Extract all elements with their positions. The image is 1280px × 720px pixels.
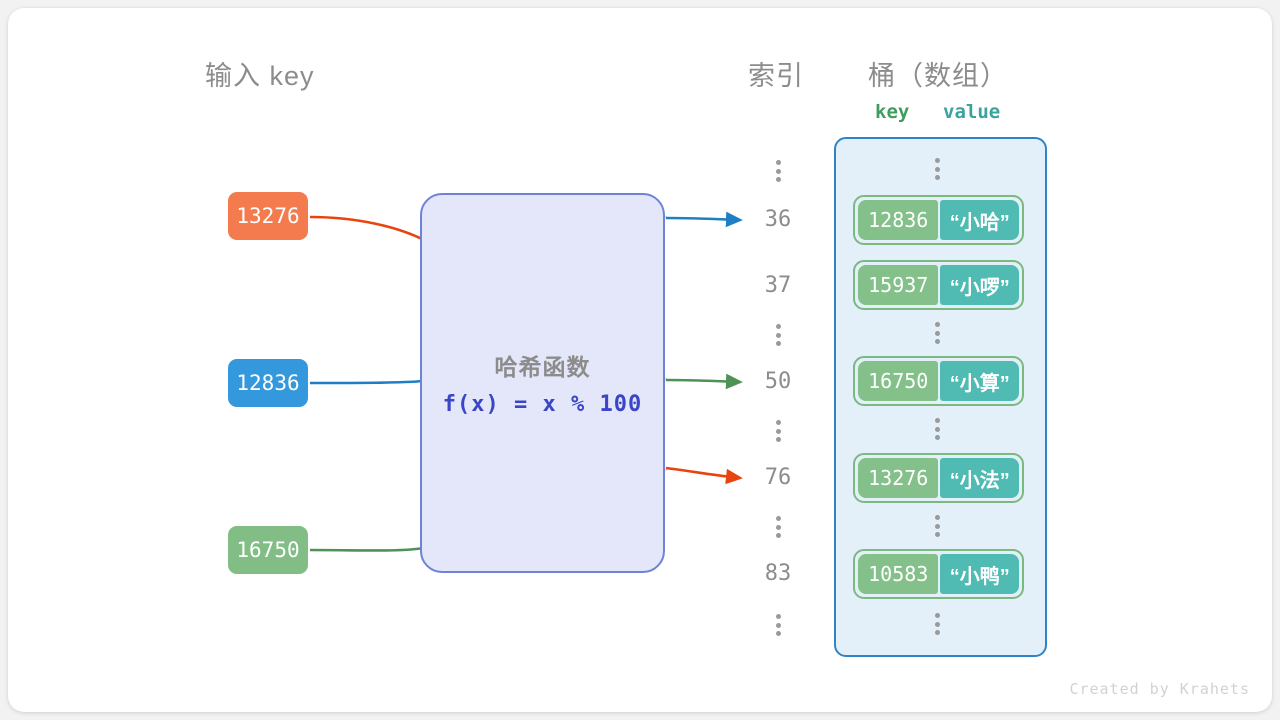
wire-16750-out: [665, 373, 743, 390]
wire-13276-out: [665, 466, 743, 485]
bucket-entry-15937[interactable]: 15937 “小啰”: [853, 260, 1024, 310]
watermark-credit: Created by Krahets: [1069, 680, 1250, 698]
bucket-entry-10583-value: “小鸭”: [940, 554, 1019, 594]
input-key-16750-label: 16750: [236, 538, 300, 562]
bucket-entry-13276-key: 13276: [858, 458, 939, 498]
bucket-entry-16750-key: 16750: [858, 361, 939, 401]
bucket-ellipsis-top: [927, 158, 947, 180]
index-83: 83: [764, 561, 792, 586]
index-ellipsis-4: [768, 516, 788, 538]
input-key-heading: 输入 key: [205, 61, 315, 91]
index-column: 36 37 50 76 83: [748, 140, 808, 660]
bucket-ellipsis-3: [927, 418, 947, 440]
bucket-entry-16750[interactable]: 16750 “小算”: [853, 356, 1024, 406]
input-key-13276[interactable]: 13276: [228, 192, 308, 240]
index-37: 37: [764, 273, 792, 298]
bucket-entry-12836-key: 12836: [858, 200, 939, 240]
index-50: 50: [764, 369, 792, 394]
value-column-label: value: [943, 101, 1001, 123]
bucket-entry-15937-value: “小啰”: [940, 265, 1019, 305]
bucket-ellipsis-bottom: [927, 613, 947, 635]
bucket-ellipsis-4: [927, 515, 947, 537]
bucket-entry-16750-value: “小算”: [940, 361, 1019, 401]
diagram-card: 输入 key 索引 桶（数组） key value 13276 12836 16…: [8, 8, 1272, 712]
bucket-entry-12836-value: “小哈”: [940, 200, 1019, 240]
input-key-12836[interactable]: 12836: [228, 359, 308, 407]
input-key-12836-label: 12836: [236, 371, 300, 395]
wire-12836-in: [309, 379, 425, 385]
wire-13276-in: [309, 215, 425, 242]
bucket-entry-13276[interactable]: 13276 “小法”: [853, 453, 1024, 503]
index-ellipsis-bottom: [768, 614, 788, 636]
wire-12836-out: [665, 211, 743, 228]
index-ellipsis-2: [768, 324, 788, 346]
index-76: 76: [764, 465, 792, 490]
hash-function-box: [420, 193, 665, 573]
hash-function-title: 哈希函数: [494, 354, 591, 380]
diagram-stage: 输入 key 索引 桶（数组） key value 13276 12836 16…: [8, 8, 1272, 712]
bucket-heading: 桶（数组）: [868, 61, 1008, 91]
index-36: 36: [764, 207, 792, 232]
hash-function-formula: f(x) = x % 100: [442, 392, 643, 417]
input-key-16750[interactable]: 16750: [228, 526, 308, 574]
index-ellipsis-3: [768, 420, 788, 442]
bucket-entry-10583[interactable]: 10583 “小鸭”: [853, 549, 1024, 599]
index-ellipsis-top: [768, 160, 788, 182]
bucket-entry-10583-key: 10583: [858, 554, 939, 594]
bucket-array: 12836 “小哈” 15937 “小啰” 16750 “小算” 13276 “…: [834, 137, 1047, 657]
input-key-13276-label: 13276: [236, 204, 300, 228]
index-heading: 索引: [748, 61, 804, 91]
wire-16750-in: [309, 546, 425, 552]
bucket-entry-12836[interactable]: 12836 “小哈”: [853, 195, 1024, 245]
bucket-entry-13276-value: “小法”: [940, 458, 1019, 498]
bucket-entry-15937-key: 15937: [858, 265, 939, 305]
key-column-label: key: [875, 101, 910, 123]
bucket-ellipsis-2: [927, 322, 947, 344]
